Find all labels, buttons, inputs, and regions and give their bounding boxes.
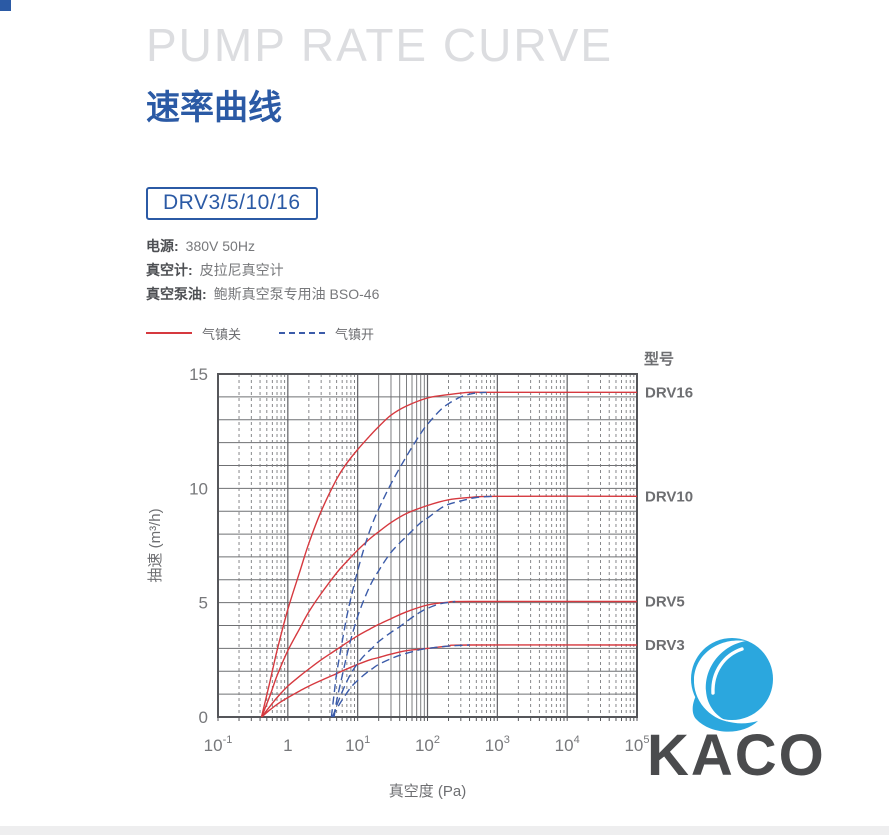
curve-DRV3-open	[331, 644, 470, 718]
x-tick-4: 103	[485, 734, 510, 755]
spec-label: 真空泵油:	[146, 286, 207, 302]
curve-DRV10-open	[333, 495, 495, 718]
curve-DRV3-closed	[261, 644, 638, 718]
chart-curves	[260, 391, 638, 718]
x-axis-title: 真空度 (Pa)	[389, 782, 467, 800]
spec-value: 鲍斯真空泵专用油 BSO-46	[213, 286, 380, 302]
page-title-zh: 速率曲线	[146, 89, 282, 127]
kaco-logo-icon	[691, 638, 773, 732]
spec-label: 真空计:	[146, 262, 193, 278]
curve-DRV16-open	[330, 391, 487, 718]
x-tick-0: 10-1	[204, 734, 233, 755]
legend-label-0: 气镇关	[202, 326, 242, 342]
corner-accent-square	[0, 0, 11, 11]
spec-list: 电源: 380V 50Hz 真空计: 皮拉尼真空计真空泵油: 鲍斯真空泵专用油 BSO-…	[146, 234, 379, 306]
x-tick-6: 105	[624, 734, 649, 755]
footer-bar	[0, 826, 889, 835]
curve-DRV5-closed	[260, 600, 638, 718]
spec-row-0: 电源: 380V 50Hz	[146, 234, 379, 258]
curve-label-DRV5: DRV5	[645, 594, 685, 611]
curve-DRV5-open	[332, 600, 456, 718]
curve-label-DRV10: DRV10	[645, 488, 693, 505]
legend-dashed-line-icon	[279, 332, 326, 334]
spec-row-1: 真空计: 皮拉尼真空计	[146, 258, 379, 282]
curve-label-DRV16: DRV16	[645, 384, 693, 401]
chart-gridlines	[217, 373, 638, 721]
curve-DRV16-closed	[260, 391, 637, 718]
chart-legend: 气镇关 气镇开	[146, 325, 412, 342]
spec-value: 皮拉尼真空计	[199, 262, 284, 278]
x-tick-2: 101	[345, 734, 370, 755]
models-column-header: 型号	[644, 351, 675, 368]
y-tick-5: 5	[199, 594, 208, 613]
spec-value: 380V 50Hz	[185, 238, 255, 254]
legend-label-1: 气镇开	[335, 326, 375, 342]
model-badge: DRV3/5/10/16	[146, 187, 318, 220]
curve-label-DRV3: DRV3	[645, 637, 685, 654]
chart-frame	[217, 373, 638, 718]
legend-solid-line-icon	[146, 332, 192, 334]
y-axis-title: 抽速 (m³/h)	[147, 508, 164, 582]
x-tick-5: 104	[555, 734, 580, 755]
y-tick-0: 0	[199, 708, 208, 727]
spec-label: 电源:	[146, 238, 179, 254]
spec-row-2: 真空泵油: 鲍斯真空泵专用油 BSO-46	[146, 282, 379, 306]
y-tick-10: 10	[189, 479, 208, 498]
x-tick-3: 102	[415, 734, 440, 755]
x-tick-1: 1	[283, 736, 292, 755]
page-title-en: PUMP RATE CURVE	[146, 19, 614, 71]
y-tick-15: 15	[189, 365, 208, 384]
brand-wordmark: KACO	[647, 723, 826, 788]
curve-DRV10-closed	[260, 495, 638, 718]
